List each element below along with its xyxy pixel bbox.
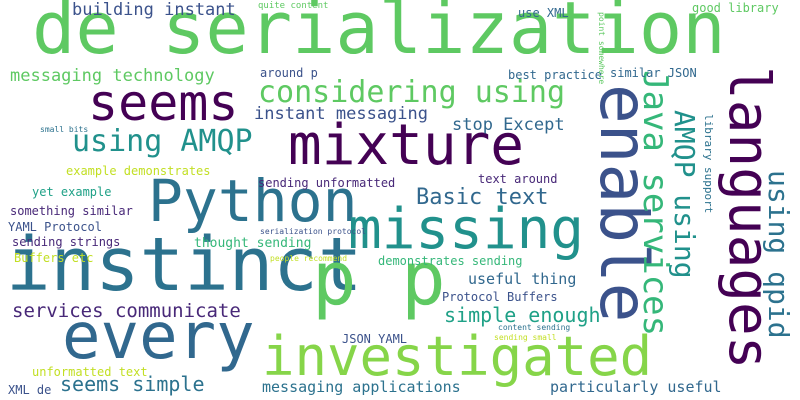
- word-use-xml: use XML: [518, 6, 569, 20]
- word-missing: missing: [348, 197, 585, 262]
- word-using-amqp: using AMQP: [72, 124, 253, 159]
- word-seems: seems: [88, 74, 239, 132]
- word-messaging-technology: messaging technology: [10, 66, 215, 86]
- word-investigated: investigated: [262, 325, 653, 388]
- word-content-sending: content sending: [498, 323, 571, 332]
- word-sending-small: sending small: [494, 333, 557, 342]
- word-yaml-protocol: YAML Protocol: [8, 220, 102, 234]
- word-building-instant: building instant: [72, 0, 236, 20]
- word-demonstrates-sending: demonstrates sending: [378, 254, 523, 268]
- word-instant-messaging: instant messaging: [254, 104, 428, 124]
- word-json-yaml: JSON YAML: [342, 332, 408, 346]
- word-p-p: p p: [312, 236, 446, 322]
- word-services-communicate: services communicate: [12, 300, 241, 322]
- word-something-similar: something similar: [10, 204, 133, 218]
- word-good-library: good library: [692, 1, 779, 15]
- word-buffers-etc: Buffers etc: [14, 251, 94, 265]
- word-simple-enough: simple enough: [444, 303, 601, 327]
- word-seems-simple: seems simple: [60, 372, 205, 396]
- word-messaging-applications: messaging applications: [262, 378, 461, 396]
- word-considering-using: considering using: [258, 75, 566, 110]
- word-sending-strings: sending strings: [12, 235, 121, 249]
- word-quite-content: quite content: [258, 1, 329, 11]
- word-protocol-buffers: Protocol Buffers: [442, 290, 558, 304]
- word-serialization-protocol: serialization protocol: [260, 227, 366, 236]
- word-yet-example: yet example: [32, 185, 112, 199]
- word-particularly-useful: particularly useful: [550, 378, 722, 396]
- word-java-services: Java services: [635, 70, 675, 337]
- word-de-serialization: de serialization: [32, 0, 726, 70]
- word-small-bits: small bits: [40, 125, 89, 134]
- word-mixture: mixture: [288, 113, 525, 178]
- word-basic-text: Basic text: [416, 185, 549, 210]
- word-useful-thing: useful thing: [468, 270, 577, 288]
- word-library-support: library support: [702, 114, 715, 214]
- word-sending-unformatted: sending unformatted: [258, 176, 396, 190]
- word-best-practice: best practice: [508, 68, 602, 82]
- word-instinct: instinct: [6, 222, 363, 308]
- word-point-somewhere: point somewhere: [597, 12, 606, 85]
- word-stop-except: stop Except: [452, 115, 565, 135]
- word-thought-sending: thought sending: [194, 236, 312, 251]
- word-around-p: around p: [260, 66, 318, 80]
- word-amqp-using: AMQP using: [668, 110, 701, 279]
- word-xml-de: XML de: [8, 383, 52, 397]
- word-people-recommend: people recommend: [270, 254, 348, 263]
- word-example-demonstrates: example demonstrates: [66, 164, 211, 178]
- word-using-qpid: using qpid: [762, 170, 795, 339]
- word-every: every: [62, 300, 255, 374]
- word-python: Python: [148, 167, 358, 235]
- word-text-around: text around: [478, 172, 558, 186]
- word-unformatted-text: unformatted text: [32, 365, 148, 379]
- word-similar-json: similar JSON: [610, 66, 697, 80]
